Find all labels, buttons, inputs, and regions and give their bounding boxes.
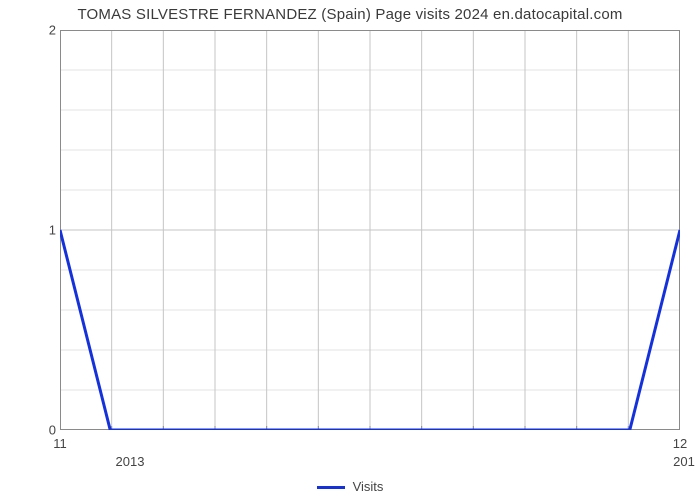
legend: Visits	[0, 479, 700, 494]
x-label2-left: 2013	[116, 454, 145, 469]
chart-title: TOMAS SILVESTRE FERNANDEZ (Spain) Page v…	[0, 6, 700, 23]
x-label2-right: 201	[673, 454, 695, 469]
x-label-left: 11	[53, 436, 67, 451]
legend-swatch	[317, 486, 345, 489]
y-tick-2: 2	[40, 23, 56, 38]
plot-svg	[60, 30, 680, 430]
x-label-right: 12	[673, 436, 687, 451]
y-tick-1: 1	[40, 223, 56, 238]
plot-area	[60, 30, 680, 430]
chart-container: TOMAS SILVESTRE FERNANDEZ (Spain) Page v…	[0, 0, 700, 500]
legend-label: Visits	[353, 479, 384, 494]
